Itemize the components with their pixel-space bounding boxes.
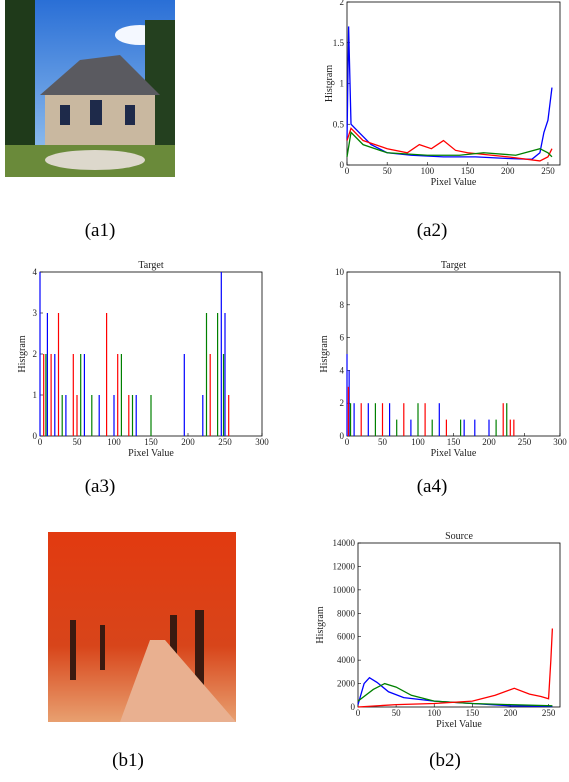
y-tick-label: 4000 xyxy=(337,655,356,665)
x-axis-label: Pixel Value xyxy=(431,177,477,188)
y-tick-label: 0 xyxy=(340,160,345,170)
x-tick-label: 200 xyxy=(482,437,496,447)
y-tick-label: 2 xyxy=(33,349,38,359)
y-tick-label: 0 xyxy=(33,431,38,441)
x-tick-label: 50 xyxy=(73,437,83,447)
x-tick-label: 50 xyxy=(383,166,393,176)
y-tick-label: 2 xyxy=(340,0,345,7)
x-tick-label: 50 xyxy=(378,437,388,447)
y-tick-label: 0.5 xyxy=(333,119,345,129)
y-tick-label: 1 xyxy=(33,390,38,400)
photo-autumn xyxy=(48,532,236,722)
x-tick-label: 50 xyxy=(392,708,402,718)
x-tick-label: 150 xyxy=(144,437,158,447)
x-tick-label: 200 xyxy=(504,708,518,718)
x-tick-label: 100 xyxy=(427,708,441,718)
x-tick-label: 0 xyxy=(345,166,350,176)
y-tick-label: 6 xyxy=(340,333,345,343)
y-tick-label: 1.5 xyxy=(333,38,345,48)
caption: (a3) xyxy=(85,476,116,497)
y-tick-label: 10000 xyxy=(333,585,356,595)
x-tick-label: 250 xyxy=(541,166,555,176)
caption: (a1) xyxy=(85,220,116,241)
y-tick-label: 8 xyxy=(340,300,345,310)
y-tick-label: 2 xyxy=(340,398,345,408)
x-tick-label: 100 xyxy=(421,166,435,176)
x-tick-label: 0 xyxy=(345,437,350,447)
chart: 0 50 100 150 200 250 300 0 1 2 3 4 Target Pixel Value… xyxy=(17,260,269,459)
x-axis-label: Pixel Value xyxy=(436,719,482,730)
y-tick-label: 0 xyxy=(351,702,356,712)
chart: 0 50 100 150 200 250 0 2000 4000 6000 8000 10000 120… xyxy=(315,531,560,730)
chart-title: Source xyxy=(445,531,473,542)
x-tick-label: 300 xyxy=(255,437,269,447)
x-tick-label: 100 xyxy=(411,437,425,447)
x-tick-label: 150 xyxy=(466,708,480,718)
plot-frame xyxy=(358,543,560,707)
y-tick-label: 0 xyxy=(340,431,345,441)
chart: 0 50 100 150 200 250 0 0.5 1 1.5 2 Pixel Value Histg… xyxy=(324,0,560,188)
y-tick-label: 6000 xyxy=(337,632,356,642)
x-tick-label: 0 xyxy=(356,708,361,718)
x-tick-label: 250 xyxy=(542,708,556,718)
x-tick-label: 250 xyxy=(218,437,232,447)
caption: (b2) xyxy=(429,750,461,771)
y-tick-label: 2000 xyxy=(337,679,356,689)
plot-frame xyxy=(347,272,560,436)
y-axis-label: Histgram xyxy=(319,335,330,372)
x-tick-label: 200 xyxy=(501,166,515,176)
x-tick-label: 100 xyxy=(107,437,121,447)
y-tick-label: 8000 xyxy=(337,608,356,618)
photo-house xyxy=(5,0,175,177)
plot-frame xyxy=(347,2,560,165)
y-tick-label: 12000 xyxy=(333,561,356,571)
figure: (a1)(a2)(a3)(a4)(b1)(b2)0501001502002500… xyxy=(0,0,569,782)
chart-title: Target xyxy=(441,260,466,271)
x-tick-label: 300 xyxy=(553,437,567,447)
y-axis-label: Histgram xyxy=(324,65,335,102)
x-tick-label: 0 xyxy=(38,437,43,447)
y-tick-label: 3 xyxy=(33,308,38,318)
x-tick-label: 150 xyxy=(461,166,475,176)
x-tick-label: 200 xyxy=(181,437,195,447)
figure-canvas: (a1)(a2)(a3)(a4)(b1)(b2)0501001502002500… xyxy=(0,0,569,782)
x-tick-label: 250 xyxy=(518,437,532,447)
x-tick-label: 150 xyxy=(447,437,461,447)
y-tick-label: 4 xyxy=(33,267,38,277)
caption: (b1) xyxy=(112,750,144,771)
x-axis-label: Pixel Value xyxy=(128,448,174,459)
x-axis-label: Pixel Value xyxy=(431,448,477,459)
caption: (a4) xyxy=(417,476,448,497)
chart: 0 50 100 150 200 250 300 0 2 4 6 8 10 Target Pixel Val… xyxy=(319,260,567,459)
y-tick-label: 14000 xyxy=(333,538,356,548)
y-axis-label: Histgram xyxy=(315,606,326,643)
caption: (a2) xyxy=(417,220,448,241)
y-axis-label: Histgram xyxy=(17,335,28,372)
y-tick-label: 4 xyxy=(340,365,345,375)
y-tick-label: 1 xyxy=(340,79,345,89)
chart-title: Target xyxy=(138,260,163,271)
y-tick-label: 10 xyxy=(335,267,345,277)
